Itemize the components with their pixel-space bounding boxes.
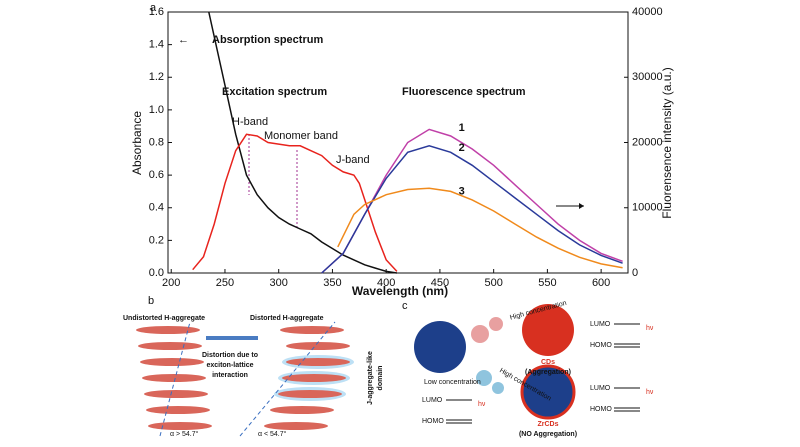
x-tick-label: 400	[377, 277, 395, 289]
x-tick-label: 200	[162, 277, 180, 289]
line-series	[208, 11, 398, 274]
label: Distortion due to	[202, 352, 258, 359]
panel-label: b	[148, 295, 154, 307]
series-label: 2	[459, 142, 465, 154]
label: hν	[646, 325, 654, 332]
y2-tick-label: 30000	[632, 71, 663, 83]
plot-frame	[167, 11, 629, 274]
y-tick-label: 1.4	[149, 39, 164, 51]
label: HOMO	[590, 406, 612, 413]
x-axis-label: Wavelength (nm)	[352, 284, 448, 298]
y-tick-label: 1.2	[149, 71, 164, 83]
label: hν	[478, 401, 486, 408]
x-tick-label: 450	[431, 277, 449, 289]
label: (NO Aggregation)	[519, 431, 577, 438]
label: LUMO	[590, 385, 611, 392]
x-tick-label: 600	[592, 277, 610, 289]
angle: α < 54.7°	[258, 430, 287, 438]
label: ZrCDs	[537, 421, 558, 428]
arrow: ←	[178, 34, 189, 46]
panel-b: b Undistorted H-aggregate Distorted H-ag…	[123, 295, 384, 438]
y2-tick-label: 0	[632, 267, 638, 279]
y-tick-label: 0.2	[149, 234, 164, 246]
dot-icon	[414, 321, 466, 373]
label: interaction	[212, 372, 248, 379]
y2-tick-label: 10000	[632, 202, 663, 214]
dot-icon	[520, 364, 576, 420]
axis-line	[239, 321, 336, 437]
line-series	[321, 128, 623, 274]
y2-tick-label: 20000	[632, 136, 663, 148]
series-label: 1	[459, 122, 465, 134]
label: J-aggregate-like	[367, 351, 374, 405]
annotation: J-band	[336, 154, 370, 166]
arrow-head	[579, 203, 584, 209]
x-tick-label: 500	[484, 277, 502, 289]
axis-line	[159, 321, 191, 437]
label: Distorted H-aggregate	[250, 315, 324, 322]
label: HOMO	[590, 342, 612, 349]
dot-icon	[522, 304, 574, 356]
label: Low concentration	[424, 379, 481, 386]
y-tick-label: 0.0	[149, 267, 164, 279]
panel-c: c High concentration High concentration …	[402, 300, 654, 438]
y-tick-label: 0.6	[149, 169, 164, 181]
x-tick-label: 300	[270, 277, 288, 289]
annotation: Fluorescence spectrum	[402, 86, 526, 98]
bubble	[492, 382, 504, 394]
label: CDs	[541, 359, 555, 366]
x-tick-label: 350	[323, 277, 341, 289]
label: HOMO	[422, 418, 444, 425]
panel-label: a	[150, 2, 157, 14]
label: (Aggregation)	[525, 369, 571, 376]
y-tick-label: 0.4	[149, 202, 164, 214]
y2-tick-label: 40000	[632, 6, 663, 18]
y-tick-label: 1.6	[149, 6, 164, 18]
molecules	[136, 326, 354, 430]
annotation: Monomer band	[264, 130, 338, 142]
line-series	[321, 145, 623, 274]
panel-label: c	[402, 300, 408, 312]
series-label: 3	[459, 185, 465, 197]
x-tick-label: 250	[216, 277, 234, 289]
annotation: Excitation spectrum	[222, 86, 327, 98]
bubble	[471, 325, 489, 343]
energy-levels	[446, 323, 640, 424]
label: LUMO	[422, 397, 443, 404]
annotation: Absorption spectrum	[212, 34, 323, 46]
y-tick-label: 1.0	[149, 104, 164, 116]
annotation: H-band	[232, 116, 268, 128]
y2-axis-label: Fluorensence intensity (a.u.)	[660, 67, 674, 218]
line-series	[337, 187, 623, 269]
x-tick-label: 550	[538, 277, 556, 289]
bubble	[476, 370, 492, 386]
line-series	[192, 133, 398, 272]
bubble	[489, 317, 503, 331]
label: Undistorted H-aggregate	[123, 315, 205, 322]
label: hν	[646, 389, 654, 396]
y-tick-label: 0.8	[149, 136, 164, 148]
angle: α > 54.7°	[170, 430, 199, 438]
label: LUMO	[590, 321, 611, 328]
label: domain	[377, 366, 384, 391]
y-axis-label: Absorbance	[130, 111, 144, 175]
label: exciton-lattice	[206, 362, 253, 369]
